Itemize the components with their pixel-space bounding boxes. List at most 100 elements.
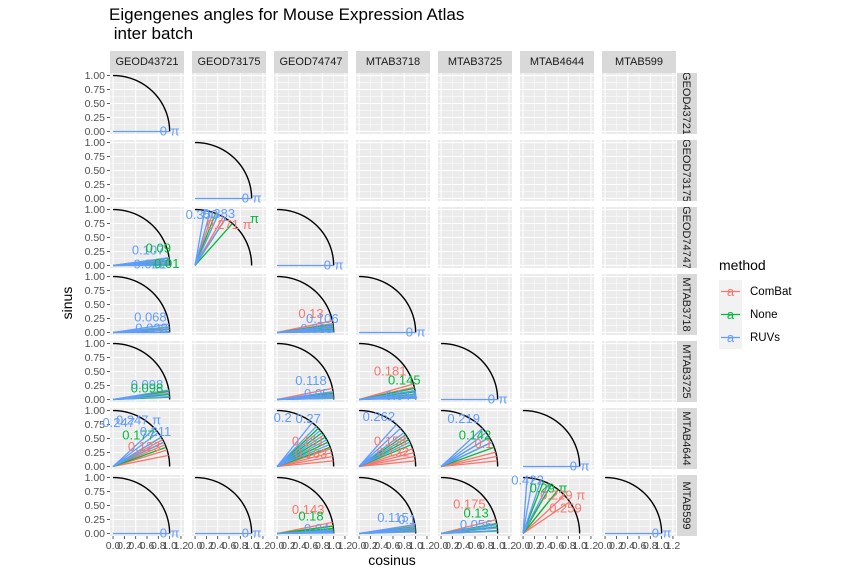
facet-panel bbox=[356, 140, 430, 201]
column-strip bbox=[110, 51, 184, 73]
legend-title: method bbox=[719, 257, 766, 273]
panel-clipped bbox=[523, 409, 581, 468]
x-tick-label: 0.0 bbox=[434, 540, 449, 552]
angle-label: 0.056 bbox=[460, 517, 493, 532]
column-strip bbox=[356, 51, 430, 73]
angle-segment bbox=[440, 436, 490, 468]
x-tick-label: 0.8 bbox=[643, 540, 658, 552]
row-strip bbox=[677, 341, 697, 402]
facet-panel bbox=[438, 140, 512, 201]
row-strip bbox=[677, 408, 697, 469]
angle-segment bbox=[358, 441, 411, 468]
x-tick-label: 0.8 bbox=[561, 540, 576, 552]
angle-label: 0.106 bbox=[306, 311, 339, 326]
angle-segment bbox=[276, 452, 333, 468]
unit-circle-arc bbox=[113, 409, 171, 467]
angle-segment bbox=[358, 455, 415, 468]
unit-circle-arc bbox=[523, 409, 581, 467]
panel-clipped bbox=[358, 342, 417, 401]
angle-label: 0.219 bbox=[447, 411, 480, 426]
angle-label: 0.350 bbox=[186, 207, 219, 222]
x-tick-label: 0.4 bbox=[374, 540, 389, 552]
panel-content: 0 π bbox=[113, 476, 180, 540]
x-tick-label: 0.0 bbox=[270, 540, 285, 552]
facet-panel bbox=[520, 274, 594, 335]
unit-circle-arc bbox=[113, 208, 171, 266]
facet-panel bbox=[520, 341, 594, 402]
legend-key-glyph: a bbox=[727, 284, 735, 299]
y-tick-label: 1.00 bbox=[85, 204, 106, 216]
unit-circle-arc bbox=[277, 409, 335, 467]
angle-segment bbox=[276, 425, 317, 467]
facet-panel bbox=[110, 475, 184, 536]
column-strip-label: MTAB4644 bbox=[530, 56, 584, 68]
row-strip-label: MTAB4644 bbox=[680, 411, 692, 465]
angle-label: 0.13 bbox=[463, 505, 488, 520]
y-tick-label: 0.00 bbox=[85, 528, 106, 540]
y-tick-label: 0.25 bbox=[85, 447, 106, 459]
y-tick-label: 0.75 bbox=[85, 486, 106, 498]
angle-label: 0.422 bbox=[511, 472, 544, 487]
unit-circle-arc bbox=[277, 342, 335, 400]
unit-circle-arc bbox=[277, 476, 335, 534]
row-strip-label: GEOD73175 bbox=[680, 139, 692, 202]
unit-circle-arc bbox=[359, 275, 417, 333]
panel-clipped bbox=[112, 342, 171, 401]
angle-segment bbox=[522, 494, 565, 534]
y-tick-label: 0.00 bbox=[85, 327, 106, 339]
angle-segment bbox=[522, 477, 528, 534]
x-tick-label: 1.0 bbox=[162, 540, 177, 552]
facet-panel bbox=[356, 274, 430, 335]
x-tick-label: 0.0 bbox=[598, 540, 613, 552]
facet-panel bbox=[274, 140, 348, 201]
column-strip bbox=[520, 51, 594, 73]
panel-clipped bbox=[276, 275, 335, 334]
x-tick-label: 0.4 bbox=[292, 540, 307, 552]
row-strip bbox=[677, 73, 697, 134]
angle-segment bbox=[276, 444, 330, 468]
x-tick-label: 1.0 bbox=[408, 540, 423, 552]
x-tick-label: 0.8 bbox=[151, 540, 166, 552]
row-strip bbox=[677, 274, 697, 335]
angle-label: 0.107 bbox=[132, 242, 165, 257]
facet-panel bbox=[274, 73, 348, 134]
y-tick-label: 0.00 bbox=[85, 193, 106, 205]
y-tick-label: 0.75 bbox=[85, 151, 106, 163]
angle-segment bbox=[440, 432, 487, 468]
angle-label: 0.09 bbox=[146, 241, 171, 256]
angle-segment bbox=[277, 529, 334, 535]
y-tick-label: 0.50 bbox=[85, 98, 106, 110]
y-tick-label: 1.00 bbox=[85, 338, 106, 350]
unit-circle-arc bbox=[441, 342, 499, 400]
x-tick-label: 0.6 bbox=[140, 540, 155, 552]
x-tick-label: 0.0 bbox=[188, 540, 203, 552]
unit-circle-arc bbox=[359, 342, 417, 400]
y-tick-label: 0.75 bbox=[85, 352, 106, 364]
panel-content: 0 π bbox=[195, 141, 262, 205]
x-tick-label: 0.2 bbox=[199, 540, 214, 552]
panel-clipped bbox=[441, 342, 499, 401]
y-tick-label: 0.75 bbox=[85, 84, 106, 96]
angle-label: 0.271 π bbox=[206, 217, 251, 232]
angle-segment bbox=[358, 389, 416, 401]
angle-label: 0 π bbox=[242, 525, 262, 540]
angle-label: 0.142 bbox=[459, 428, 492, 443]
angle-label: 0 π bbox=[324, 257, 344, 272]
panel-content: 0 π bbox=[605, 476, 672, 540]
x-tick-label: 0.6 bbox=[386, 540, 401, 552]
angle-segment bbox=[194, 223, 233, 266]
angle-segment bbox=[358, 523, 416, 535]
panel-content: 0 π bbox=[113, 74, 180, 138]
row-strip-label: GEOD74747 bbox=[680, 206, 692, 269]
angle-segment bbox=[112, 427, 155, 467]
angle-segment bbox=[522, 489, 559, 534]
angle-label: 0.18 bbox=[298, 509, 323, 524]
y-tick-label: 1.00 bbox=[85, 271, 106, 283]
angle-segment bbox=[358, 436, 408, 468]
facet-panel bbox=[192, 274, 266, 335]
panel-clipped bbox=[195, 141, 253, 200]
